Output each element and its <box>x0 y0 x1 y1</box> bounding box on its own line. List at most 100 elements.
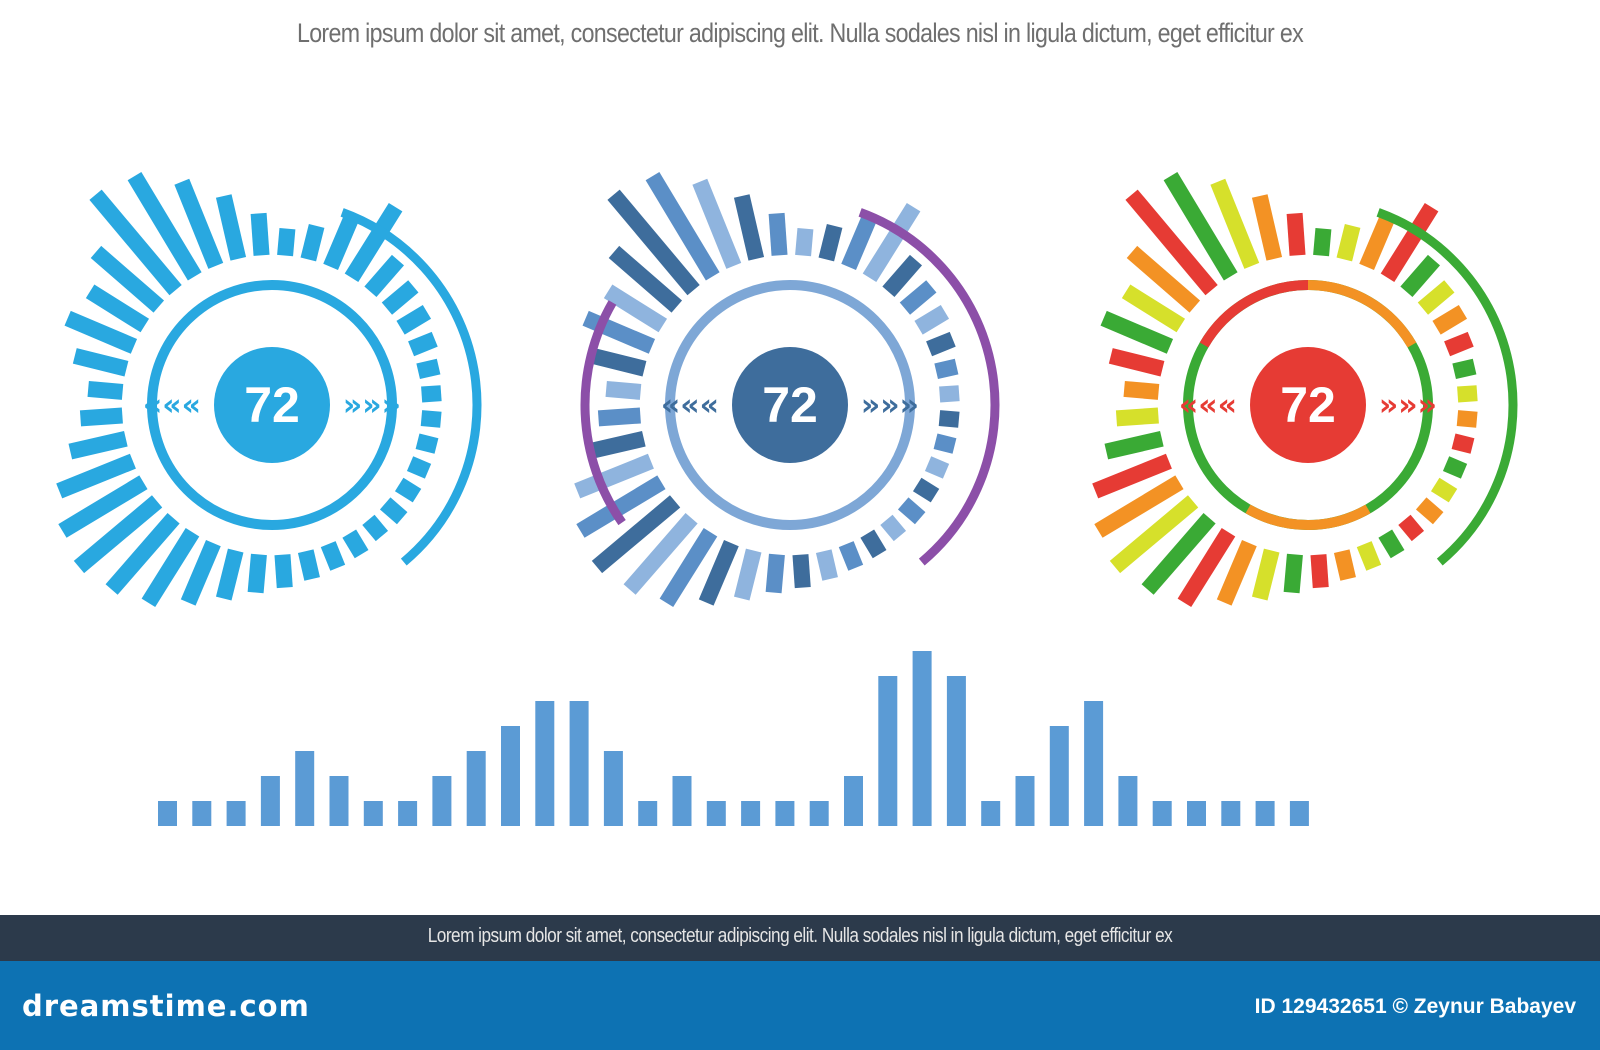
radial-bar <box>603 284 668 333</box>
gauge-value: 72 <box>1280 377 1336 433</box>
radial-bar <box>1398 514 1425 542</box>
strip-bar <box>192 801 212 826</box>
strip-bar <box>501 726 520 826</box>
strip-bar <box>329 776 349 826</box>
strip-bar <box>1118 776 1138 826</box>
radial-bar <box>1092 453 1172 499</box>
left-arrows-icon: ««« <box>661 388 719 423</box>
radial-bar <box>1125 189 1218 296</box>
radial-bar <box>590 348 647 377</box>
radial-bar <box>597 407 641 427</box>
radial-bar <box>1123 380 1160 400</box>
radial-bar <box>645 172 720 281</box>
radial-bar <box>792 554 811 589</box>
strip-bar <box>295 751 315 826</box>
gauge-value: 72 <box>762 377 818 433</box>
gauge-ring-segment <box>1307 280 1417 348</box>
radial-bar <box>1126 245 1201 313</box>
radial-bar <box>926 331 956 357</box>
strip-bar <box>1255 801 1275 826</box>
radial-bar <box>1444 331 1474 357</box>
radial-bar <box>607 189 700 296</box>
strip-bar <box>1187 801 1206 826</box>
radial-bar <box>1141 512 1216 595</box>
radial-bar <box>860 529 887 559</box>
strip-bar <box>226 801 246 826</box>
radial-bar <box>174 178 224 269</box>
radial-bar <box>394 477 422 503</box>
radial-bar <box>768 212 788 256</box>
radial-bar <box>64 310 138 354</box>
radial-bar <box>1356 541 1382 571</box>
strip-bar <box>844 776 863 826</box>
radial-bar <box>56 453 136 499</box>
strip-bar <box>158 801 177 826</box>
strip-bar <box>466 751 486 826</box>
radial-bar <box>1380 202 1439 283</box>
radial-bar <box>323 211 361 271</box>
bar-strip-chart <box>158 651 1309 826</box>
radial-bar <box>420 410 442 428</box>
radial-bar <box>1378 529 1405 559</box>
radial-bar <box>105 512 180 595</box>
radial-bar <box>841 211 879 271</box>
strip-bar <box>1015 776 1035 826</box>
gauge-3: 72 ««« »»» <box>1092 172 1518 608</box>
radial-bar <box>1210 178 1260 269</box>
radial-bar <box>250 212 270 256</box>
radial-bar <box>421 385 442 403</box>
radial-bar <box>87 380 124 400</box>
strip-bar <box>809 801 829 826</box>
radial-bar <box>934 358 959 380</box>
radial-bar <box>379 497 408 525</box>
strip-bar <box>398 801 418 826</box>
radial-bar <box>90 245 165 313</box>
radial-bar <box>815 549 838 581</box>
radial-bar <box>692 178 742 269</box>
radial-bar <box>880 514 907 542</box>
radial-bar <box>141 527 200 608</box>
radial-bar <box>408 331 438 357</box>
radial-bar <box>1251 194 1283 261</box>
strip-bar <box>535 701 555 826</box>
right-arrows-icon: »»» <box>861 388 919 423</box>
radial-bar <box>933 433 957 454</box>
radial-bar <box>574 453 654 499</box>
radial-bar <box>698 539 739 606</box>
radial-bar <box>1094 475 1184 538</box>
radial-bar <box>912 477 940 503</box>
radial-bar <box>277 227 296 257</box>
strip-bar <box>638 801 658 826</box>
radial-bar <box>342 529 369 559</box>
radial-bar <box>1109 495 1199 574</box>
radial-bar <box>897 497 926 525</box>
right-arrows-icon: »»» <box>1379 388 1437 423</box>
radial-bar <box>406 456 432 479</box>
strip-bar <box>1289 801 1309 826</box>
left-arrows-icon: ««« <box>143 388 201 423</box>
brand-logo: dreamstime.com <box>22 989 310 1023</box>
radial-bar <box>733 194 765 261</box>
radial-bar <box>127 172 202 281</box>
radial-bar <box>924 456 950 479</box>
strip-bar <box>672 776 692 826</box>
strip-bar <box>1049 726 1069 826</box>
radial-bar <box>1333 549 1356 581</box>
radial-bar <box>297 549 320 581</box>
radial-bar <box>73 495 163 574</box>
gauge-center-disc <box>214 347 330 463</box>
radial-bar <box>733 548 762 601</box>
radial-bar <box>381 280 419 315</box>
radial-bar <box>818 224 843 262</box>
radial-bar <box>914 305 950 335</box>
radial-bar <box>180 539 221 606</box>
radial-bar <box>939 385 960 403</box>
radial-bar <box>605 380 642 400</box>
radial-bar <box>1104 430 1164 460</box>
strip-bar <box>878 676 898 826</box>
gauge-value: 72 <box>244 377 300 433</box>
radial-bar <box>416 358 441 380</box>
radial-bar <box>938 410 960 428</box>
top-caption: Lorem ipsum dolor sit amet, consectetur … <box>296 18 1304 48</box>
radial-bar <box>659 527 718 608</box>
